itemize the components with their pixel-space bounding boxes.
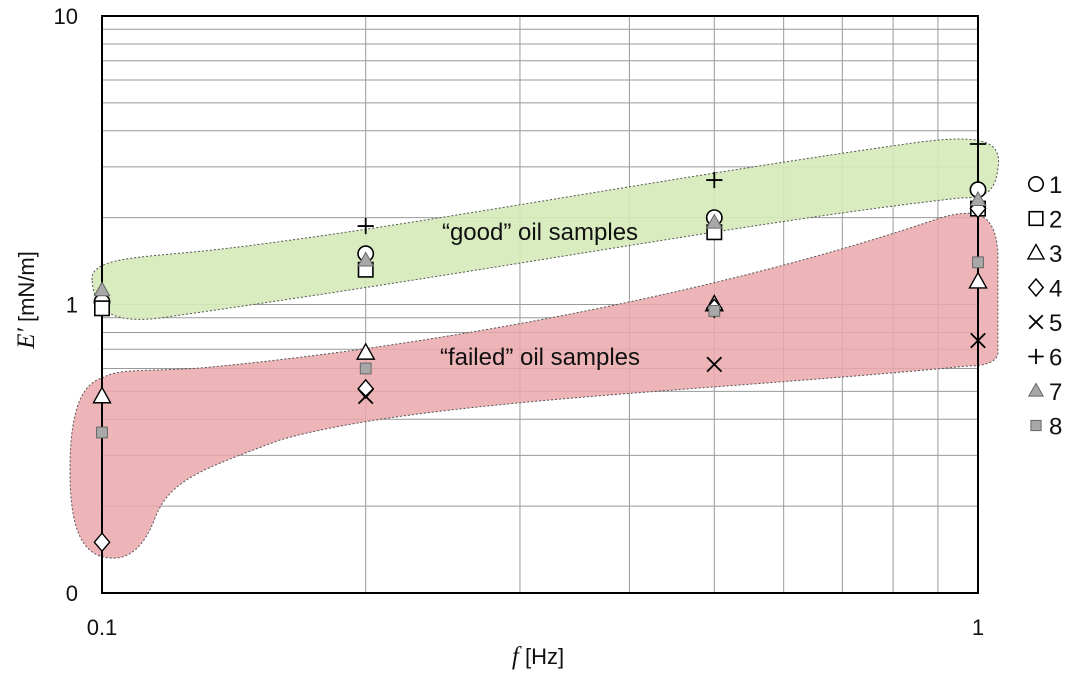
legend-marker-3: [1026, 243, 1046, 260]
legend-marker-8: [1030, 419, 1042, 432]
legend-label-5: 5: [1049, 310, 1062, 337]
point-series-3: [92, 386, 112, 404]
x-tick-label: 0.1: [87, 615, 118, 640]
x-tick-label: 1: [972, 615, 984, 640]
point-series-7: [93, 281, 111, 297]
point-series-7: [969, 191, 987, 207]
legend-label-6: 6: [1049, 345, 1062, 372]
legend-label-2: 2: [1049, 207, 1062, 234]
failed-samples-label: “failed” oil samples: [440, 344, 640, 371]
good-samples-region: [91, 138, 1000, 320]
point-series-8: [972, 256, 984, 269]
point-series-6: [357, 217, 374, 235]
point-series-2: [94, 300, 111, 317]
legend: 1 2 3 4 5 6 7 8: [1026, 172, 1062, 441]
legend-label-3: 3: [1049, 241, 1062, 268]
legend-marker-6: [1028, 348, 1044, 365]
point-series-4: [357, 378, 375, 399]
x-axis-unit: [Hz]: [519, 644, 564, 669]
legend-label-7: 7: [1049, 379, 1062, 406]
legend-marker-2: [1028, 210, 1044, 227]
y-axis-unit: [mN/m]: [14, 251, 39, 328]
point-series-4: [93, 532, 111, 553]
point-series-7: [705, 213, 723, 229]
point-series-8: [359, 362, 372, 375]
point-series-8: [96, 426, 108, 439]
point-series-8: [708, 305, 721, 317]
legend-label-8: 8: [1049, 414, 1062, 441]
data-points: [92, 135, 988, 553]
point-series-7: [357, 251, 375, 267]
point-series-6: [969, 135, 987, 153]
legend-marker-5: [1028, 314, 1044, 330]
legend-marker-4: [1027, 277, 1045, 298]
legend-marker-1: [1027, 175, 1045, 193]
good-samples-label: “good” oil samples: [442, 219, 638, 246]
legend-marker-7: [1027, 382, 1045, 397]
point-series-5: [706, 356, 723, 373]
y-tick-label: 1: [66, 293, 78, 318]
x-axis-label: f [Hz]: [512, 643, 564, 670]
point-series-5: [970, 332, 986, 349]
legend-label-4: 4: [1049, 276, 1062, 303]
legend-label-1: 1: [1049, 172, 1062, 199]
failed-samples-region: [69, 212, 999, 559]
point-series-3: [355, 342, 376, 360]
y-axis-label: E′ [mN/m]: [13, 251, 40, 350]
y-tick-label: 0: [66, 581, 78, 606]
y-tick-label: 10: [54, 4, 78, 29]
point-series-3: [968, 271, 988, 289]
x-axis-var: f: [512, 643, 522, 670]
point-series-5: [357, 388, 374, 405]
point-series-6: [706, 171, 723, 189]
y-axis-var: E′: [13, 328, 40, 350]
regions: [69, 138, 1000, 559]
